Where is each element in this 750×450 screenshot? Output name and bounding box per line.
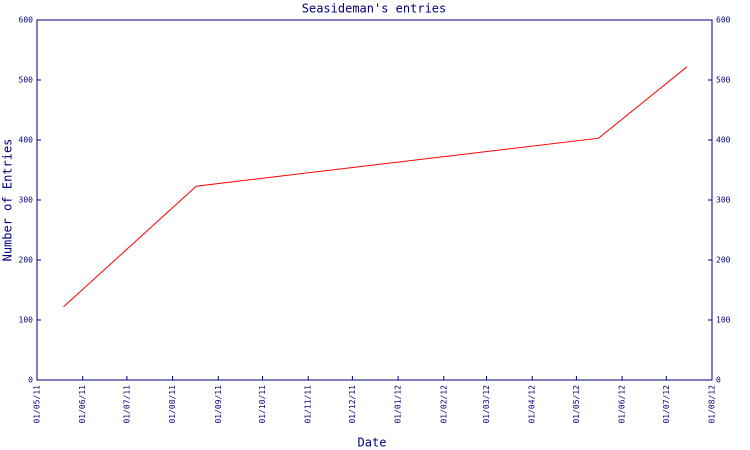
- y2-tick-label: 0: [716, 376, 721, 385]
- y2-tick-label: 300: [716, 196, 731, 205]
- x-tick-label: 01/10/11: [258, 385, 267, 424]
- x-tick-label: 01/05/12: [572, 385, 581, 424]
- y2-tick-label: 200: [716, 256, 731, 265]
- x-tick-label: 01/12/11: [348, 385, 357, 424]
- data-line: [63, 66, 688, 308]
- y2-tick-label: 400: [716, 136, 731, 145]
- x-tick-label: 01/09/11: [214, 385, 223, 424]
- x-tick-label: 01/06/11: [78, 385, 87, 424]
- y-tick-label: 500: [19, 76, 34, 85]
- x-tick-label: 01/04/12: [528, 385, 537, 424]
- y2-tick-label: 100: [716, 316, 731, 325]
- y-axis-label: Number of Entries: [1, 139, 15, 262]
- y-tick-label: 600: [19, 16, 34, 25]
- x-tick-label: 01/07/11: [122, 385, 131, 424]
- x-axis-label: Date: [358, 436, 387, 450]
- x-tick-label: 01/07/12: [662, 385, 671, 424]
- x-tick-label: 01/06/12: [618, 385, 627, 424]
- y-tick-label: 400: [19, 136, 34, 145]
- x-tick-label: 01/02/12: [439, 385, 448, 424]
- y-tick-label: 200: [19, 256, 34, 265]
- x-tick-label: 01/05/11: [33, 385, 42, 424]
- x-tick-label: 01/08/11: [168, 385, 177, 424]
- y-tick-label: 100: [19, 316, 34, 325]
- y2-tick-label: 600: [716, 16, 731, 25]
- x-tick-label: 01/01/12: [394, 385, 403, 424]
- x-tick-label: 01/08/12: [708, 385, 717, 424]
- chart-title: Seasideman's entries: [302, 2, 447, 16]
- y-tick-label: 300: [19, 196, 34, 205]
- y-tick-label: 0: [28, 376, 33, 385]
- y2-tick-label: 500: [716, 76, 731, 85]
- x-tick-label: 01/03/12: [482, 385, 491, 424]
- x-tick-label: 01/11/11: [304, 385, 313, 424]
